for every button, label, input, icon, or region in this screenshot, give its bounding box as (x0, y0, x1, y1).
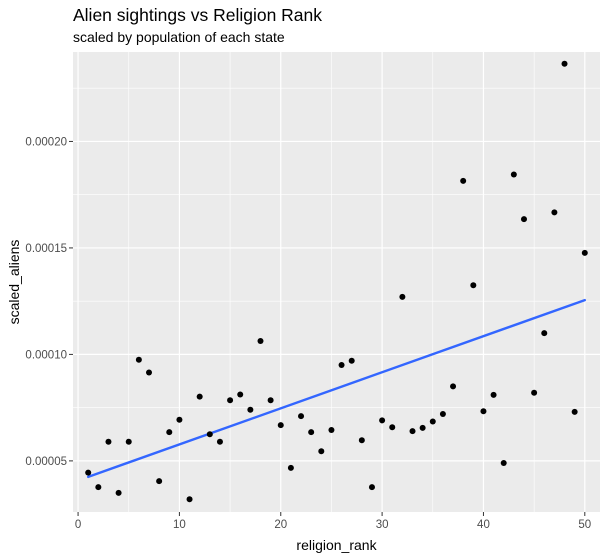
data-point (358, 437, 365, 444)
major-gridlines (73, 52, 600, 512)
data-point (419, 424, 426, 431)
data-point (277, 422, 284, 429)
data-point (125, 438, 132, 445)
x-tick-label: 40 (477, 519, 490, 531)
x-tick-label: 10 (173, 519, 186, 531)
x-tick-label: 30 (376, 519, 389, 531)
data-point (338, 362, 345, 369)
y-tick-label: 0.00010 (25, 349, 67, 361)
data-point (429, 418, 436, 425)
data-point (318, 448, 325, 455)
data-point (115, 489, 122, 496)
data-point (105, 438, 112, 445)
data-point (85, 469, 92, 476)
data-point (368, 484, 375, 491)
data-point (95, 484, 102, 491)
x-tick-label: 20 (274, 519, 287, 531)
data-point (439, 411, 446, 418)
axis-ticks (69, 140, 586, 516)
panel-background (73, 52, 600, 512)
data-point (156, 478, 163, 485)
data-point (216, 438, 223, 445)
data-point (460, 177, 467, 184)
data-point (531, 389, 538, 396)
x-axis-title: religion_rank (296, 537, 377, 553)
data-point (328, 427, 335, 434)
data-point (196, 393, 203, 400)
data-point (247, 406, 254, 413)
data-point (389, 424, 396, 431)
data-point (298, 413, 305, 420)
data-point (237, 391, 244, 398)
x-tick-label: 0 (75, 519, 81, 531)
data-point (399, 293, 406, 300)
data-point (348, 357, 355, 364)
data-point (510, 171, 517, 178)
data-point (227, 397, 234, 404)
data-point (379, 417, 386, 424)
data-point (480, 408, 487, 415)
y-tick-label: 0.00020 (25, 136, 67, 148)
x-tick-label: 50 (578, 519, 591, 531)
data-point (257, 337, 264, 344)
points-layer (85, 60, 588, 503)
data-point (409, 428, 416, 435)
data-point (561, 60, 568, 67)
data-point (520, 216, 527, 223)
data-point (551, 209, 558, 216)
trend-line-layer (87, 298, 586, 479)
data-point (470, 282, 477, 289)
data-point (490, 391, 497, 398)
chart-title: Alien sightings vs Religion Rank (73, 5, 323, 25)
y-axis-title: scaled_aliens (6, 240, 22, 325)
data-point (450, 383, 457, 390)
data-point (541, 330, 548, 337)
data-point (267, 397, 274, 404)
tick-labels: 0 10 20 30 40 50 0.00005 0.00010 0.00015 0.00020 (25, 136, 591, 531)
chart-subtitle: scaled by population of each state (73, 29, 285, 45)
minor-gridlines (73, 52, 600, 512)
data-point (186, 496, 193, 503)
data-point (287, 464, 294, 471)
data-point (571, 408, 578, 415)
data-point (500, 460, 507, 467)
data-point (581, 249, 588, 256)
data-point (146, 369, 153, 376)
data-point (206, 431, 213, 438)
y-tick-label: 0.00015 (25, 243, 67, 255)
data-point (135, 356, 142, 363)
data-point (166, 429, 173, 436)
y-tick-label: 0.00005 (25, 456, 67, 468)
data-point (308, 429, 315, 436)
data-point (176, 416, 183, 423)
trend-line (87, 298, 586, 479)
